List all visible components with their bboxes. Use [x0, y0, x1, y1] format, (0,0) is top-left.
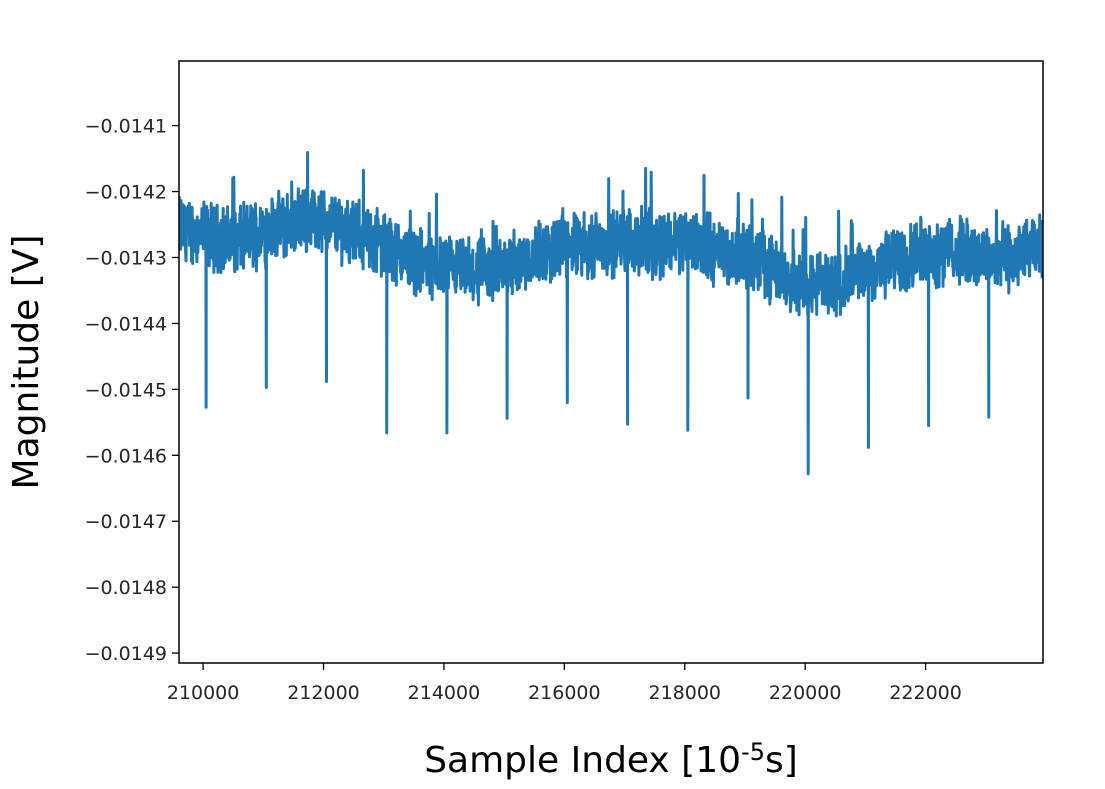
x-axis-title: Sample Index [10-5s] [424, 738, 798, 781]
x-tick-label: 222000 [889, 682, 962, 704]
y-tick-label: −0.0143 [85, 247, 167, 269]
x-tick-label: 218000 [648, 682, 721, 704]
y-tick-label: −0.0147 [85, 511, 167, 533]
x-tick-label: 214000 [408, 682, 481, 704]
x-tick-label: 220000 [769, 682, 842, 704]
y-tick-label: −0.0148 [85, 577, 167, 599]
plot-area-frame [178, 60, 1044, 664]
y-axis: −0.0141 −0.0142 −0.0143 −0.0144 −0.0145 −0.01… [85, 116, 179, 665]
y-tick-label: −0.0141 [85, 116, 167, 138]
series-layer [179, 151, 1043, 476]
y-tick-label: −0.0144 [85, 313, 167, 335]
x-axis-title-exponent: -5 [741, 738, 765, 766]
y-tick-label: −0.0145 [85, 379, 167, 401]
x-tick-label: 212000 [287, 682, 360, 704]
x-axis-title-main: Sample Index [10 [424, 740, 741, 781]
x-tick-label: 210000 [167, 682, 240, 704]
x-axis: 210000 212000 214000 216000 218000 220000 2220… [167, 663, 962, 704]
y-tick-label: −0.0142 [85, 182, 167, 204]
y-axis-title: Magnitude [V] [6, 235, 47, 490]
series-line [179, 151, 1043, 476]
y-tick-label: −0.0149 [85, 643, 167, 665]
y-tick-label: −0.0146 [85, 445, 167, 467]
x-tick-label: 216000 [528, 682, 601, 704]
x-axis-title-suffix: s] [765, 740, 798, 781]
